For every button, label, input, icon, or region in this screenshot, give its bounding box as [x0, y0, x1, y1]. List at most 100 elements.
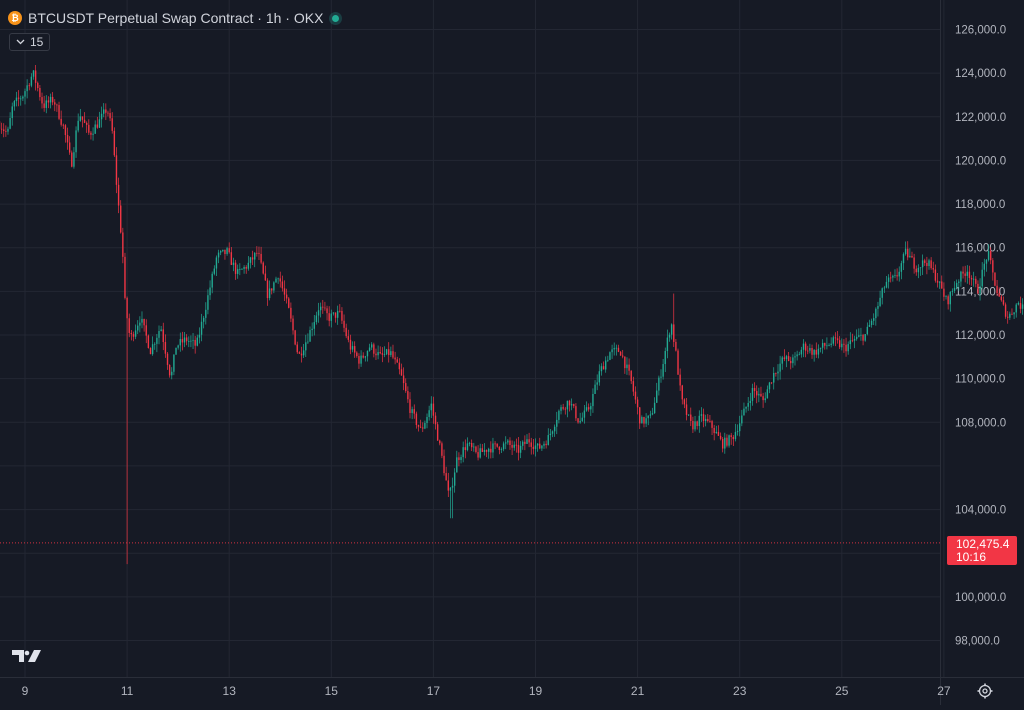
candle-body: [973, 279, 974, 280]
candle-body: [981, 270, 982, 287]
candle-body: [945, 296, 946, 297]
candle-body: [284, 288, 285, 294]
candle-body: [990, 251, 991, 260]
candle-body: [599, 371, 600, 382]
candle-body: [609, 352, 610, 360]
candle-body: [369, 347, 370, 350]
candle-body: [273, 282, 274, 290]
candle-body: [633, 381, 634, 392]
candle-body: [299, 352, 300, 353]
candle-body: [975, 279, 976, 284]
candle-body: [805, 344, 806, 351]
candle-body: [828, 345, 829, 346]
candle-body: [818, 349, 819, 355]
candle-body: [571, 404, 572, 405]
y-tick-label: 118,000.0: [955, 199, 1005, 211]
candle-body: [518, 445, 519, 453]
candle-body: [426, 417, 427, 423]
candle-body: [752, 388, 753, 401]
candle-body: [964, 273, 965, 275]
tradingview-logo-icon[interactable]: [12, 648, 44, 664]
candle-body: [154, 344, 155, 345]
candle-body: [380, 352, 381, 353]
candle-body: [450, 488, 451, 491]
candle-body: [886, 282, 887, 288]
candle-body: [403, 375, 404, 383]
candle-body: [309, 330, 310, 342]
candle-body: [263, 263, 264, 274]
candle-body: [748, 403, 749, 407]
candle-body: [556, 420, 557, 427]
candle-body: [331, 314, 332, 321]
candle-body: [1011, 314, 1012, 315]
candle-body: [414, 409, 415, 413]
candle-body: [996, 286, 997, 293]
candles: [0, 65, 1024, 621]
candle-body: [275, 279, 276, 283]
candle-body: [477, 452, 478, 457]
candle-body: [962, 272, 963, 274]
candle-body: [854, 339, 855, 341]
candle-body: [718, 432, 719, 436]
candle-body: [660, 377, 661, 378]
candle-body: [671, 324, 672, 334]
candle-body: [239, 269, 240, 270]
candle-body: [211, 274, 212, 288]
candle-body: [246, 267, 247, 269]
x-tick-label: 11: [121, 684, 134, 698]
candle-body: [437, 424, 438, 440]
candle-body: [233, 263, 234, 265]
candle-body: [573, 404, 574, 406]
candle-body: [462, 447, 463, 457]
candle-body: [46, 100, 47, 108]
candle-body: [69, 142, 70, 152]
indicators-toggle-button[interactable]: 15: [9, 33, 50, 51]
candle-body: [216, 257, 217, 268]
candle-body: [80, 116, 81, 120]
candle-body: [558, 411, 559, 420]
settings-gear-icon[interactable]: [976, 682, 994, 700]
candle-body: [50, 97, 51, 103]
candle-body: [720, 436, 721, 439]
candle-body: [467, 443, 468, 450]
candle-body: [48, 100, 49, 102]
y-tick-label: 108,000.0: [955, 417, 1006, 429]
candle-body: [569, 401, 570, 406]
last-price-label: 102,475.4 10:16: [947, 536, 1017, 565]
candle-body: [320, 307, 321, 311]
candle-body: [207, 295, 208, 310]
candle-body: [422, 427, 423, 428]
candle-body: [352, 346, 353, 350]
candle-body: [135, 330, 136, 336]
candle-body: [852, 340, 853, 341]
candle-body: [552, 431, 553, 433]
candle-body: [343, 321, 344, 328]
candle-body: [813, 350, 814, 355]
symbol-title[interactable]: BTCUSDT Perpetual Swap Contract · 1h · O…: [28, 10, 323, 26]
candle-body: [858, 335, 859, 337]
candle-body: [750, 401, 751, 403]
candle-body: [514, 445, 515, 448]
candle-body: [337, 311, 338, 318]
candle-body: [439, 441, 440, 444]
candle-body: [375, 354, 376, 356]
candle-body: [548, 435, 549, 445]
candle-body: [537, 444, 538, 446]
candle-body: [684, 399, 685, 404]
candle-body: [579, 421, 580, 423]
candle-body: [137, 326, 138, 331]
candle-body: [418, 425, 419, 427]
candle-body: [358, 356, 359, 364]
candle-body: [443, 456, 444, 473]
candle-body: [777, 372, 778, 374]
candle-body: [565, 409, 566, 410]
candle-body: [941, 282, 942, 289]
candle-body: [673, 324, 674, 341]
candle-body: [679, 375, 680, 386]
candle-body: [879, 298, 880, 306]
candle-body: [373, 344, 374, 353]
candle-body: [229, 248, 230, 252]
candle-body: [807, 351, 808, 352]
